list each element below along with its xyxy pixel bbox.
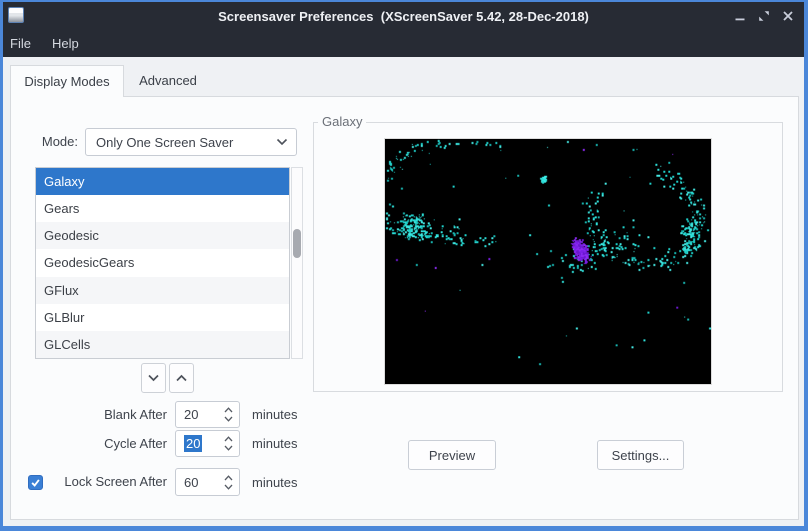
window-icon [8, 7, 24, 23]
list-item[interactable]: GLBlur [44, 309, 85, 325]
lock-screen-checkbox[interactable] [28, 475, 43, 490]
maximize-button[interactable] [756, 9, 771, 24]
mode-selected-value: Only One Screen Saver [96, 134, 234, 150]
list-item[interactable]: Geodesic [36, 222, 289, 250]
window-title: Screensaver Preferences (XScreenSaver 5.… [218, 8, 589, 24]
minimize-icon [735, 18, 744, 21]
spin-up-icon[interactable] [224, 474, 233, 481]
blank-after-label: Blank After [104, 407, 167, 422]
minimize-button[interactable] [732, 9, 747, 24]
menubar: File Help [3, 30, 804, 57]
spin-down-icon[interactable] [224, 445, 233, 451]
list-item[interactable]: Galaxy [36, 168, 289, 196]
list-scrollbar[interactable] [291, 167, 303, 359]
checkmark-icon [31, 479, 40, 487]
menu-file[interactable]: File [10, 36, 31, 51]
screensaver-list[interactable]: Galaxy Gears Geodesic GeodesicGears GFlux GLB… [35, 167, 290, 359]
chevron-up-icon [176, 374, 187, 382]
cycle-after-spinbox[interactable]: 20 [175, 430, 240, 457]
chevron-down-icon [276, 138, 288, 146]
list-next-button[interactable] [141, 363, 166, 393]
cycle-after-label: Cycle After [104, 436, 167, 451]
titlebar[interactable]: Screensaver Preferences (XScreenSaver 5.… [3, 2, 804, 30]
preview-group-title: Galaxy [318, 114, 367, 129]
list-item[interactable]: GFlux [36, 276, 289, 304]
lock-after-spinbox[interactable]: 60 [175, 468, 240, 496]
close-icon [782, 11, 793, 21]
preview-groupbox [313, 122, 783, 392]
lock-after-value[interactable]: 60 [184, 474, 199, 490]
tab-display-modes[interactable]: Display Modes [10, 65, 124, 97]
menu-help[interactable]: Help [51, 36, 79, 51]
mode-label: Mode: [41, 134, 78, 149]
cycle-after-unit: minutes [252, 436, 298, 451]
close-button[interactable] [780, 9, 795, 24]
blank-after-spinbox[interactable]: 20 [175, 401, 240, 428]
spin-up-icon[interactable] [224, 436, 233, 442]
settings-button[interactable]: Settings... [597, 440, 684, 470]
blank-after-value[interactable]: 20 [184, 407, 199, 422]
cycle-after-value[interactable]: 20 [184, 435, 203, 452]
tab-advanced[interactable]: Advanced [139, 73, 197, 88]
window-controls [732, 2, 795, 30]
list-item[interactable]: Gears [44, 201, 80, 217]
scrollbar-thumb[interactable] [293, 229, 301, 258]
lock-screen-label: Lock Screen After [64, 474, 167, 489]
maximize-icon [758, 11, 769, 21]
list-previous-button[interactable] [169, 363, 194, 393]
spin-up-icon[interactable] [224, 407, 233, 413]
spin-down-icon[interactable] [224, 484, 233, 490]
chevron-down-icon [148, 374, 159, 382]
blank-after-unit: minutes [252, 407, 298, 422]
list-item[interactable]: GeodesicGears [44, 255, 135, 271]
mode-select[interactable]: Only One Screen Saver [85, 128, 297, 156]
list-item[interactable]: GLCells [36, 330, 289, 358]
spin-down-icon[interactable] [224, 416, 233, 422]
preview-button[interactable]: Preview [408, 440, 496, 470]
screensaver-preview [384, 138, 712, 385]
lock-after-unit: minutes [252, 475, 298, 490]
